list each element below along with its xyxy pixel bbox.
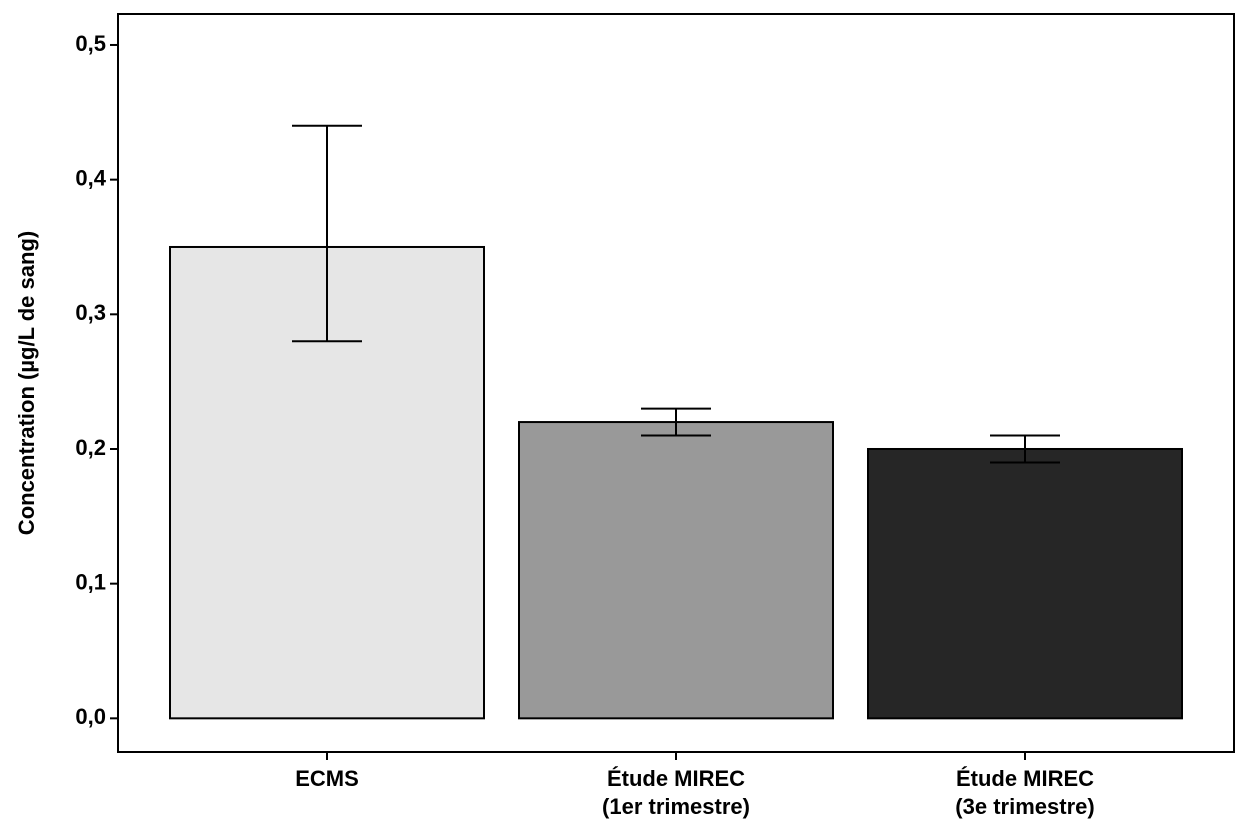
x-tick-label: Étude MIREC (3e trimestre) [955, 766, 1094, 819]
x-tick-label: ECMS [295, 766, 359, 791]
bar [518, 421, 834, 720]
bar [867, 447, 1183, 720]
y-tick-label: 0,5 [75, 31, 106, 56]
y-tick-label: 0,4 [75, 165, 106, 190]
y-tick-label: 0,2 [75, 435, 106, 460]
y-tick-label: 0,0 [75, 704, 106, 729]
x-tick-label: Étude MIREC (1er trimestre) [602, 766, 750, 819]
y-tick-label: 0,3 [75, 300, 106, 325]
y-tick-label: 0,1 [75, 569, 106, 594]
y-axis-title: Concentration (µg/L de sang) [14, 231, 39, 535]
